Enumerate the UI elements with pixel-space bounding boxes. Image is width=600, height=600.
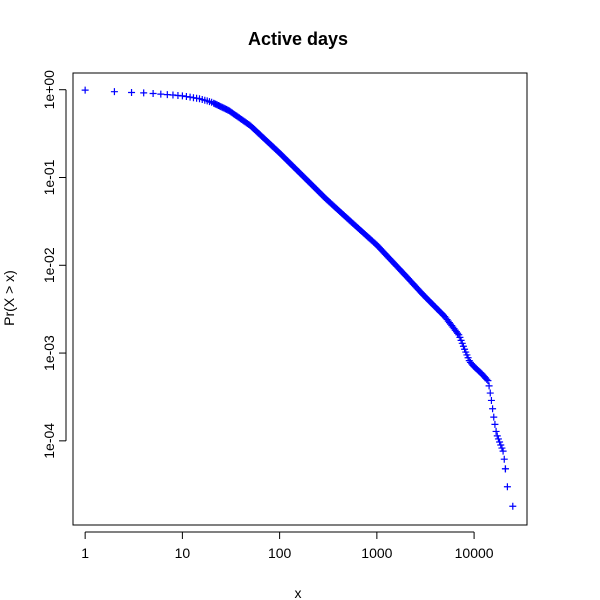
y-tick-label: 1e-02 <box>41 247 57 283</box>
data-point <box>459 342 467 350</box>
data-point <box>509 502 517 510</box>
y-tick-label: 1e+00 <box>41 70 57 110</box>
data-points <box>81 86 517 510</box>
data-point <box>496 438 504 446</box>
x-tick-label: 100 <box>268 545 292 561</box>
data-point <box>492 427 500 435</box>
data-point <box>81 86 89 94</box>
data-point <box>458 339 466 347</box>
y-tick-label: 1e-03 <box>41 335 57 371</box>
y-axis: 1e+00 1e-01 1e-02 1e-03 1e-04 <box>41 70 67 459</box>
data-point <box>490 413 498 421</box>
data-point <box>454 329 462 337</box>
data-point <box>157 90 165 98</box>
x-axis-label: x <box>295 585 302 600</box>
data-point <box>499 447 507 455</box>
data-point <box>457 336 465 344</box>
data-point <box>491 420 499 428</box>
data-point <box>149 90 157 98</box>
x-tick-label: 10000 <box>455 545 494 561</box>
y-axis-label: Pr(X > x) <box>1 270 17 326</box>
data-point <box>498 444 506 452</box>
x-tick-label: 10 <box>175 545 191 561</box>
data-point <box>487 396 495 404</box>
data-point <box>493 432 501 440</box>
data-point <box>500 455 508 463</box>
data-point <box>456 333 464 341</box>
data-point <box>128 88 136 96</box>
data-point <box>178 92 186 100</box>
data-point <box>110 88 118 96</box>
x-tick-label: 1 <box>81 545 89 561</box>
y-tick-label: 1e-01 <box>41 159 57 195</box>
data-point <box>484 377 492 385</box>
x-axis: 1 10 100 1000 10000 <box>81 531 494 561</box>
data-point <box>486 389 494 397</box>
data-point <box>503 483 511 491</box>
data-point <box>140 89 148 97</box>
data-point <box>501 465 509 473</box>
data-point <box>483 375 491 383</box>
data-point <box>494 435 502 443</box>
y-tick-label: 1e-04 <box>41 423 57 459</box>
plot-frame <box>72 72 528 526</box>
x-tick-label: 1000 <box>361 545 392 561</box>
data-point <box>489 405 497 413</box>
data-point <box>485 382 493 390</box>
data-point <box>497 441 505 449</box>
chart-title: Active days <box>248 29 348 49</box>
